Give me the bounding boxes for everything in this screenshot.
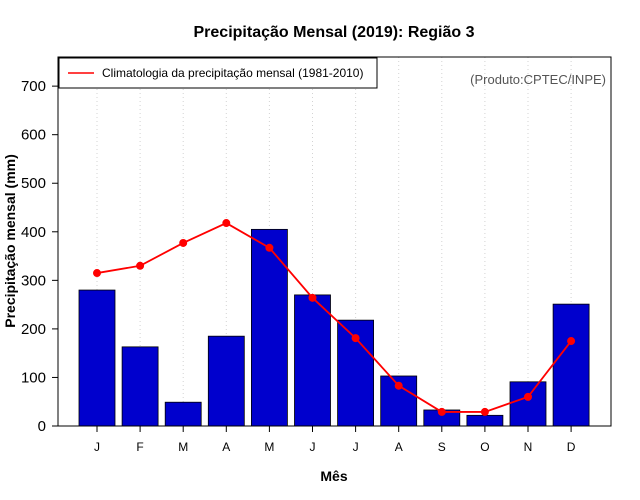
x-tick-label: A [222,440,230,454]
bar [294,294,331,427]
climatology-point [308,293,317,302]
legend: Climatologia da precipitação mensal (198… [58,57,378,89]
x-tick-label: M [178,440,188,454]
x-tick-label: F [136,440,143,454]
bar-series [78,228,590,427]
y-tick-label: 400 [21,224,46,241]
x-tick-label: J [310,440,316,454]
bar [509,381,547,427]
x-tick-label: N [524,440,533,454]
x-axis-label: Mês [320,468,347,484]
climatology-point [437,407,446,416]
y-tick-label: 300 [21,272,46,289]
x-tick-label: O [480,440,489,454]
bar [207,335,245,427]
bar [164,401,202,427]
climatology-point [136,261,145,270]
y-axis-label: Precipitação mensal (mm) [2,154,18,328]
bar [121,346,159,427]
x-tick-label: M [264,440,274,454]
x-tick-label: D [567,440,576,454]
y-tick-label: 700 [21,78,46,95]
x-tick-label: A [395,440,403,454]
y-tick-label: 500 [21,175,46,192]
y-tick-label: 600 [21,127,46,144]
climatology-line [96,222,572,413]
x-tick-label: S [438,440,446,454]
climatology-point [524,392,532,401]
vertical-grid [96,57,572,426]
x-tick-label: J [94,440,100,454]
climatology-series [93,219,576,416]
y-tick-label: 200 [21,321,46,338]
bar [552,303,590,427]
bar [466,414,504,427]
climatology-point [394,381,403,390]
legend-label: Climatologia da precipitação mensal (198… [102,66,363,80]
y-tick-label: 100 [21,369,46,386]
bar [250,228,288,427]
chart-title: Precipitação Mensal (2019): Região 3 [194,24,475,41]
legend-box [58,57,378,89]
source-annotation: (Produto:CPTEC/INPE) [470,72,606,87]
climatology-point [567,337,576,346]
climatology-point [222,219,231,228]
x-tick-label: J [353,440,359,454]
climatology-point [93,269,101,278]
bar [78,289,116,427]
plot-frame [57,56,612,427]
climatology-point [351,334,360,343]
climatology-point [179,238,188,247]
y-tick-label: 0 [38,418,46,435]
y-axis: 0 100 200 300 400 500 600 700 [21,78,58,435]
climatology-point [265,243,274,252]
climatology-point [480,407,489,416]
